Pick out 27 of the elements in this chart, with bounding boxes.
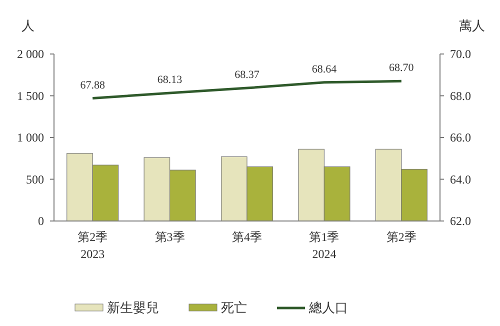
legend: 總人口	[309, 300, 348, 315]
tick: 2 000	[17, 47, 44, 61]
label: 68.13	[157, 74, 182, 86]
label: 68.37	[234, 69, 260, 82]
axis-title: 萬人	[459, 18, 485, 33]
tick: 68.0	[450, 88, 471, 103]
tick: 64.0	[450, 172, 471, 186]
label: 68.64	[312, 63, 337, 76]
tick: 2024	[312, 247, 336, 261]
tick: 1 500	[17, 88, 44, 103]
label: 68.70	[389, 62, 414, 74]
tick: 66.0	[450, 130, 471, 144]
tick: 2023	[80, 247, 105, 261]
tick: 0	[38, 214, 44, 228]
tick: 1 000	[17, 130, 44, 144]
tick: 62.0	[450, 214, 471, 228]
axis-title: 人	[22, 18, 34, 33]
tick: 第2季	[78, 230, 108, 244]
tick: 70.0	[450, 47, 471, 61]
tick: 第4季	[232, 230, 262, 244]
label: 67.88	[80, 79, 105, 92]
tick: 第1季	[309, 230, 340, 244]
legend: 死亡	[221, 300, 247, 315]
tick: 500	[26, 172, 44, 186]
tick: 第2季	[386, 230, 416, 244]
tick: 第3季	[154, 230, 185, 244]
legend: 新生嬰兒	[107, 300, 159, 315]
